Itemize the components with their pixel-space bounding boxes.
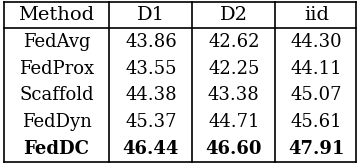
Text: 42.62: 42.62 (208, 33, 260, 51)
Text: 43.86: 43.86 (125, 33, 177, 51)
Text: iid: iid (304, 6, 329, 24)
Text: 44.38: 44.38 (125, 86, 177, 104)
Text: D2: D2 (220, 6, 248, 24)
Text: 47.91: 47.91 (288, 140, 345, 158)
Text: 45.37: 45.37 (125, 113, 177, 131)
Text: 42.25: 42.25 (208, 60, 260, 78)
Text: 43.38: 43.38 (208, 86, 260, 104)
Text: Method: Method (18, 6, 95, 24)
Text: 44.11: 44.11 (291, 60, 342, 78)
Text: 46.60: 46.60 (206, 140, 262, 158)
Text: 44.71: 44.71 (208, 113, 260, 131)
Text: D1: D1 (137, 6, 165, 24)
Text: 44.30: 44.30 (291, 33, 342, 51)
Text: FedDyn: FedDyn (22, 113, 91, 131)
Text: Scaffold: Scaffold (19, 86, 94, 104)
Text: 46.44: 46.44 (123, 140, 179, 158)
Text: 45.07: 45.07 (291, 86, 342, 104)
Text: 43.55: 43.55 (125, 60, 177, 78)
Text: FedAvg: FedAvg (23, 33, 90, 51)
Text: FedProx: FedProx (19, 60, 94, 78)
Text: FedDC: FedDC (23, 140, 90, 158)
Text: 45.61: 45.61 (291, 113, 342, 131)
